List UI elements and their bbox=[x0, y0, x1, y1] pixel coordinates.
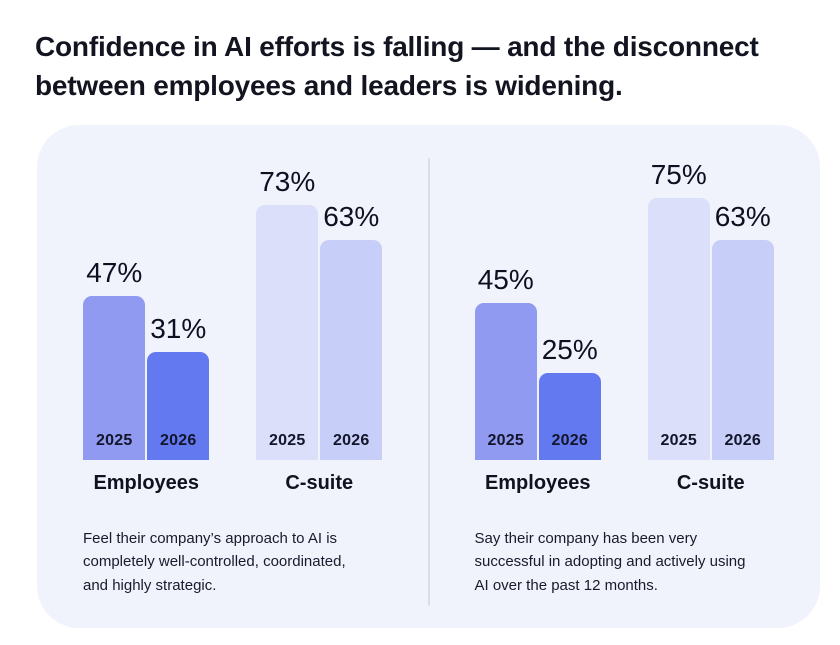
value-label: 47% bbox=[86, 257, 143, 289]
bar-employees-2026: 25% 2026 bbox=[538, 334, 601, 460]
bar-rect: 2025 bbox=[256, 205, 319, 460]
bar-csuite-2026: 63% 2026 bbox=[711, 201, 774, 460]
value-label: 25% bbox=[541, 334, 598, 366]
category-label-csuite: C-suite bbox=[285, 472, 354, 494]
bar-csuite-2025: 73% 2025 bbox=[256, 166, 319, 460]
value-label: 75% bbox=[650, 159, 707, 191]
page-title: Confidence in AI efforts is falling — an… bbox=[35, 27, 759, 105]
bar-rect: 2026 bbox=[147, 352, 210, 460]
year-label: 2026 bbox=[551, 432, 588, 449]
bar-pair-employees: 45% 2025 25% 2026 bbox=[474, 264, 601, 460]
bar-employees-2025: 45% 2025 bbox=[474, 264, 537, 460]
bar-chart-left: 47% 2025 31% 2026 Employees 73% 2025 63% 2026 C-s… bbox=[37, 125, 429, 493]
panel-ai-approach: 47% 2025 31% 2026 Employees 73% 2025 63% 2026 C-s… bbox=[37, 125, 429, 628]
bar-rect: 2025 bbox=[83, 296, 146, 460]
value-label: 63% bbox=[323, 201, 380, 233]
bar-pair-employees: 47% 2025 31% 2026 bbox=[83, 257, 210, 460]
bar-chart-right: 45% 2025 25% 2026 Employees 75% 2025 63% 2026 C-s… bbox=[429, 125, 821, 493]
caption-left: Feel their company’s approach to AI is c… bbox=[83, 530, 346, 594]
year-label: 2025 bbox=[269, 432, 306, 449]
panel-divider bbox=[427, 158, 430, 606]
bar-group-csuite: 73% 2025 63% 2026 C-suite bbox=[256, 166, 383, 494]
year-label: 2025 bbox=[487, 432, 524, 449]
value-label: 45% bbox=[477, 264, 534, 296]
category-label-csuite: C-suite bbox=[676, 472, 745, 494]
year-label: 2026 bbox=[333, 432, 370, 449]
year-label: 2025 bbox=[96, 432, 133, 449]
bar-csuite-2025: 75% 2025 bbox=[647, 159, 710, 460]
bar-rect: 2026 bbox=[538, 373, 601, 460]
bar-group-csuite: 75% 2025 63% 2026 C-suite bbox=[647, 159, 774, 494]
value-label: 73% bbox=[259, 166, 316, 198]
category-label-employees: Employees bbox=[93, 472, 200, 494]
page-title-line1: Confidence in AI efforts is falling — an… bbox=[35, 30, 759, 62]
panel-ai-adoption: 45% 2025 25% 2026 Employees 75% 2025 63% 2026 C-s… bbox=[429, 125, 821, 628]
caption-right: Say their company has been very successf… bbox=[474, 530, 746, 594]
chart-card: 47% 2025 31% 2026 Employees 73% 2025 63% 2026 C-s… bbox=[37, 125, 820, 628]
year-label: 2026 bbox=[724, 432, 761, 449]
bar-group-employees: 45% 2025 25% 2026 Employees bbox=[474, 264, 601, 494]
bar-pair-csuite: 75% 2025 63% 2026 bbox=[647, 159, 774, 460]
bar-rect: 2025 bbox=[647, 198, 710, 460]
page-title-line2: between employees and leaders is widenin… bbox=[35, 69, 623, 101]
value-label: 31% bbox=[150, 313, 207, 345]
bar-employees-2026: 31% 2026 bbox=[147, 313, 210, 460]
year-label: 2025 bbox=[660, 432, 697, 449]
bar-group-employees: 47% 2025 31% 2026 Employees bbox=[83, 257, 210, 494]
bar-employees-2025: 47% 2025 bbox=[83, 257, 146, 460]
bar-rect: 2025 bbox=[474, 303, 537, 460]
bar-csuite-2026: 63% 2026 bbox=[320, 201, 383, 460]
bar-rect: 2026 bbox=[320, 240, 383, 460]
bar-rect: 2026 bbox=[711, 240, 774, 460]
year-label: 2026 bbox=[160, 432, 197, 449]
bar-pair-csuite: 73% 2025 63% 2026 bbox=[256, 166, 383, 460]
category-label-employees: Employees bbox=[484, 472, 591, 494]
value-label: 63% bbox=[714, 201, 771, 233]
